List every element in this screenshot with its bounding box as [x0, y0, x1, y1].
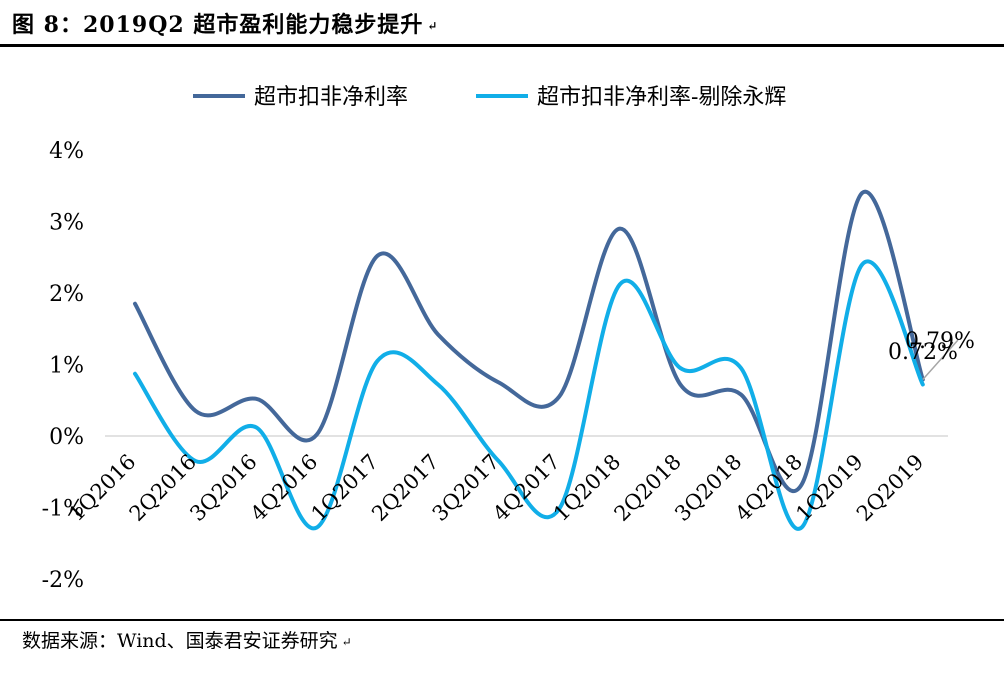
line-chart: 超市扣非净利率 超市扣非净利率-剔除永辉 4%3%2%1%0%-1%-2% 1Q… — [42, 85, 975, 593]
annotation-label-series-1: 0.79% — [905, 329, 975, 354]
annotation-leader-line — [922, 339, 959, 381]
return-mark-icon: ↵ — [341, 635, 352, 649]
figure-title-text: 图 8：2019Q2 超市盈利能力稳步提升 — [12, 12, 424, 38]
return-mark-icon: ↵ — [427, 19, 439, 33]
series-line-1 — [133, 189, 925, 494]
legend-label-series-2: 超市扣非净利率-剔除永辉 — [537, 85, 786, 110]
data-annotations: 0.79%0.72% — [888, 329, 975, 381]
chart-legend: 超市扣非净利率 超市扣非净利率-剔除永辉 — [193, 85, 786, 110]
legend-label-series-1: 超市扣非净利率 — [254, 85, 408, 110]
title-divider — [0, 44, 1004, 47]
x-tick-label: 2Q2019 — [852, 450, 928, 526]
y-tick-label: -1% — [42, 497, 84, 522]
y-tick-label: 2% — [49, 282, 84, 307]
figure-source-text: 数据来源：Wind、国泰君安证券研究 — [22, 630, 338, 652]
source-divider — [0, 619, 1004, 621]
annotation-label-series-2: 0.72% — [888, 340, 958, 365]
series-line-2 — [133, 259, 925, 531]
y-tick-label: 4% — [49, 139, 84, 164]
figure-title: 图 8：2019Q2 超市盈利能力稳步提升 ↵ — [12, 8, 438, 42]
y-tick-label: 1% — [49, 354, 84, 379]
figure-source: 数据来源：Wind、国泰君安证券研究 ↵ — [22, 627, 352, 655]
y-tick-label: 0% — [49, 425, 84, 450]
y-axis: 4% 3% 2% 1% 0% -1% -2% — [42, 139, 84, 593]
y-tick-label: 3% — [49, 211, 84, 236]
y-tick-label: -2% — [42, 568, 84, 593]
series-lines — [133, 189, 925, 531]
